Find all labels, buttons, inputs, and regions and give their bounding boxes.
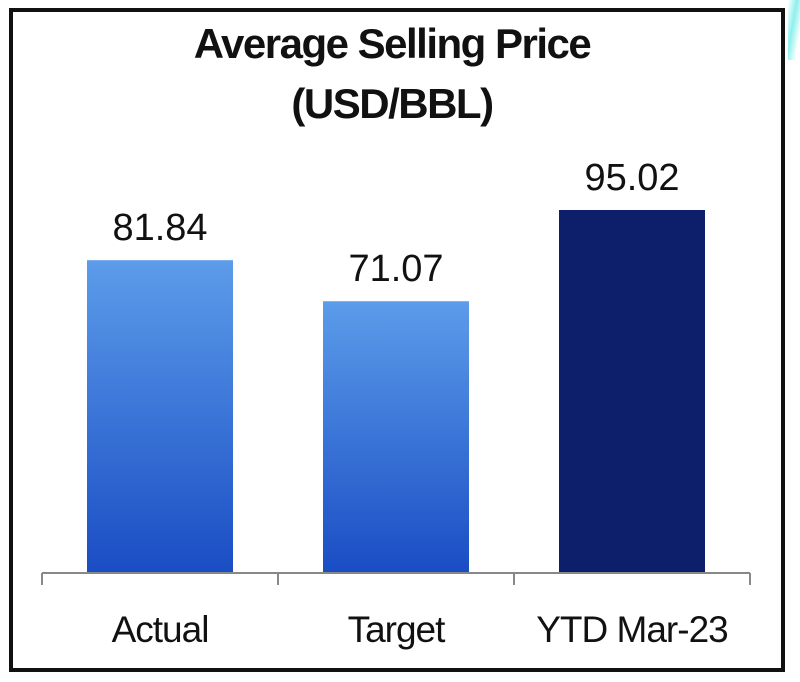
- chart-subtitle: (USD/BBL): [291, 80, 492, 127]
- decorative-edge: [788, 0, 800, 60]
- data-label: 71.07: [348, 248, 443, 290]
- bar-target: [323, 301, 469, 572]
- data-label: 95.02: [584, 157, 679, 199]
- bar-actual: [87, 260, 233, 572]
- category-label: Target: [348, 609, 447, 650]
- data-label: 81.84: [112, 207, 207, 249]
- category-label: Actual: [112, 609, 209, 650]
- bar-ytd-mar-23: [559, 210, 705, 572]
- chart-title: Average Selling Price: [194, 20, 591, 67]
- category-label: YTD Mar-23: [536, 609, 727, 650]
- chart-frame: [9, 8, 785, 672]
